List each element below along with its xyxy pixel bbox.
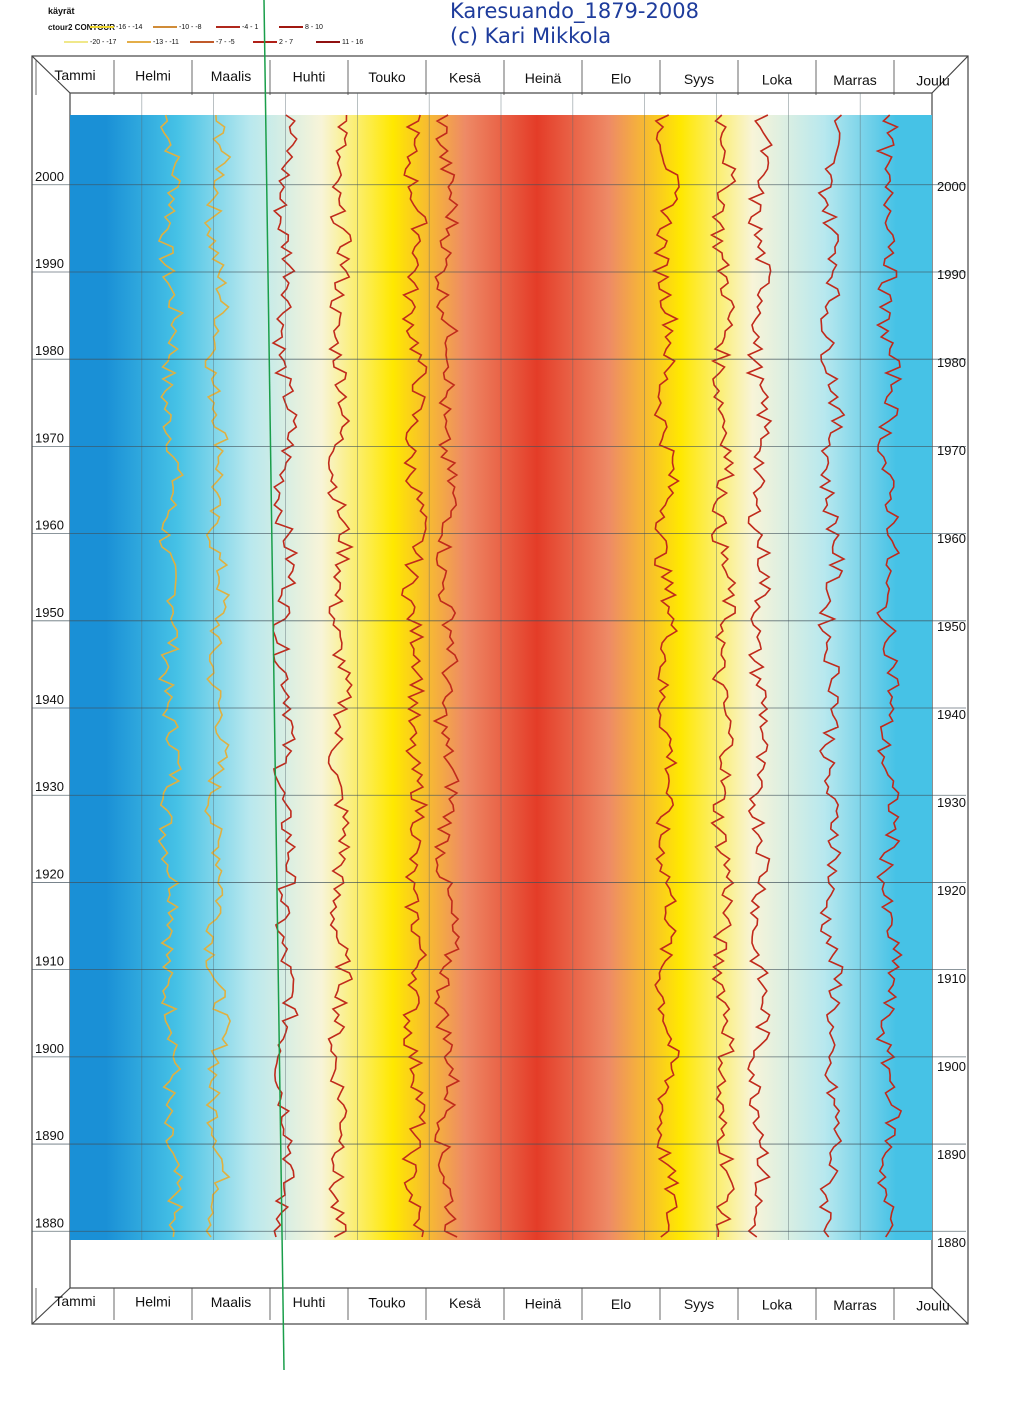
year-label-right-1910: 1910 (937, 971, 966, 986)
year-label-left-1880: 1880 (35, 1215, 64, 1230)
year-label-right-1920: 1920 (937, 883, 966, 898)
month-label-top-5: Touko (368, 69, 406, 85)
month-label-bottom-7: Heinä (525, 1295, 562, 1311)
contour-line-7 (651, 114, 680, 1238)
month-label-top-12: Joulu (916, 73, 949, 89)
year-label-right-2000: 2000 (937, 179, 966, 194)
grid-lines (32, 93, 966, 1240)
month-label-top-10: Loka (762, 72, 793, 88)
year-label-right-1960: 1960 (937, 531, 966, 546)
month-label-top-3: Maalis (211, 68, 251, 84)
contour-line-5 (401, 114, 429, 1238)
legend-label-9: 11 - 16 (342, 39, 363, 46)
month-label-top-9: Syys (684, 71, 714, 87)
contour-line-2 (203, 114, 232, 1238)
year-label-right-1930: 1930 (937, 795, 966, 810)
month-label-top-6: Kesä (449, 70, 481, 86)
month-label-top-7: Heinä (525, 70, 562, 86)
year-label-left-1990: 1990 (35, 256, 64, 271)
month-label-bottom-11: Marras (833, 1297, 877, 1313)
contour-line-3 (271, 114, 299, 1238)
year-label-left-1930: 1930 (35, 779, 64, 794)
month-labels-bottom: Tammi Helmi Maalis Huhti Touko Kesä Heinä Elo Sy… (35, 1288, 950, 1320)
frame-corner-tl (31, 55, 71, 94)
legend-label-1: -16 - -14 (116, 24, 143, 31)
contour-line-10 (817, 114, 846, 1238)
month-labels-top: Tammi Helmi Maalis Huhti Touko Kesä Heinä Elo Sy… (35, 60, 950, 95)
month-label-bottom-9: Syys (684, 1296, 714, 1312)
year-label-right-1970: 1970 (937, 443, 966, 458)
month-label-bottom-5: Touko (368, 1295, 406, 1311)
outer-frame (31, 55, 969, 1325)
year-label-left-1940: 1940 (35, 692, 64, 707)
year-label-right-1890: 1890 (937, 1147, 966, 1162)
contour-line-9 (745, 114, 773, 1238)
legend-label-6: -13 - -11 (153, 39, 179, 46)
month-label-top-2: Helmi (135, 68, 171, 84)
year-label-left-1920: 1920 (35, 866, 64, 881)
year-label-left-1900: 1900 (35, 1041, 64, 1056)
legend-items: -16 - -14 -10 - -8 -4 - 1 8 - 10 -20 - -17 -1… (64, 24, 363, 46)
legend: käyrät ctour2 CONTOUR -16 - -14 -10 - -8-… (48, 6, 363, 46)
legend-label-7: -7 - -5 (216, 39, 235, 46)
month-label-bottom-6: Kesä (449, 1295, 481, 1311)
month-label-bottom-1: Tammi (54, 1293, 95, 1309)
month-label-bottom-3: Maalis (211, 1294, 251, 1310)
year-label-right-1950: 1950 (937, 619, 966, 634)
month-label-top-4: Huhti (293, 69, 326, 85)
legend-series-name: ctour2 CONTOUR (48, 23, 115, 32)
year-label-right-1880: 1880 (937, 1235, 966, 1250)
month-label-bottom-8: Elo (611, 1296, 631, 1312)
year-labels-right: 2000 1990 1980 1970 1960 1950 1940 1930 1920 1910… (937, 179, 966, 1250)
year-label-left-1980: 1980 (35, 343, 64, 358)
year-label-left-1960: 1960 (35, 518, 64, 533)
year-label-right-1990: 1990 (937, 267, 966, 282)
year-label-right-1940: 1940 (937, 707, 966, 722)
year-label-left-1950: 1950 (35, 605, 64, 620)
legend-label-5: -20 - -17 (90, 39, 117, 46)
contour-lines (157, 114, 903, 1238)
contour-line-6 (432, 114, 461, 1238)
month-label-top-11: Marras (833, 72, 877, 88)
year-labels-left: 2000 1990 1980 1970 1960 1950 1940 1930 1920 1910… (35, 169, 64, 1231)
month-label-bottom-4: Huhti (293, 1294, 326, 1310)
month-label-bottom-2: Helmi (135, 1293, 171, 1309)
vertical-marker-line (263, 0, 285, 1371)
contour-line-4 (327, 114, 354, 1238)
legend-label-8: 2 - 7 (279, 39, 293, 46)
year-label-right-1980: 1980 (937, 355, 966, 370)
frame-corner-br (931, 1287, 969, 1325)
month-label-top-8: Elo (611, 71, 631, 87)
chart-subtitle: (c) Kari Mikkola (450, 24, 611, 48)
year-label-left-1970: 1970 (35, 430, 64, 445)
legend-heading: käyrät (48, 6, 75, 16)
contour-line-1 (157, 114, 185, 1238)
frame-corner-tr (931, 55, 969, 94)
legend-label-3: -4 - 1 (242, 24, 258, 31)
year-label-left-2000: 2000 (35, 169, 64, 184)
legend-label-2: -10 - -8 (179, 24, 202, 31)
year-label-right-1900: 1900 (937, 1059, 966, 1074)
chart-title: Karesuando_1879-2008 (450, 0, 699, 24)
contour-line-8 (709, 114, 737, 1238)
legend-label-4: 8 - 10 (305, 24, 323, 31)
year-label-left-1910: 1910 (35, 954, 64, 969)
month-label-bottom-10: Loka (762, 1297, 793, 1313)
contour-line-11 (875, 114, 903, 1238)
frame-corner-bl (31, 1287, 71, 1325)
month-label-bottom-12: Joulu (916, 1297, 949, 1313)
year-label-left-1890: 1890 (35, 1128, 64, 1143)
month-label-top-1: Tammi (54, 67, 95, 83)
